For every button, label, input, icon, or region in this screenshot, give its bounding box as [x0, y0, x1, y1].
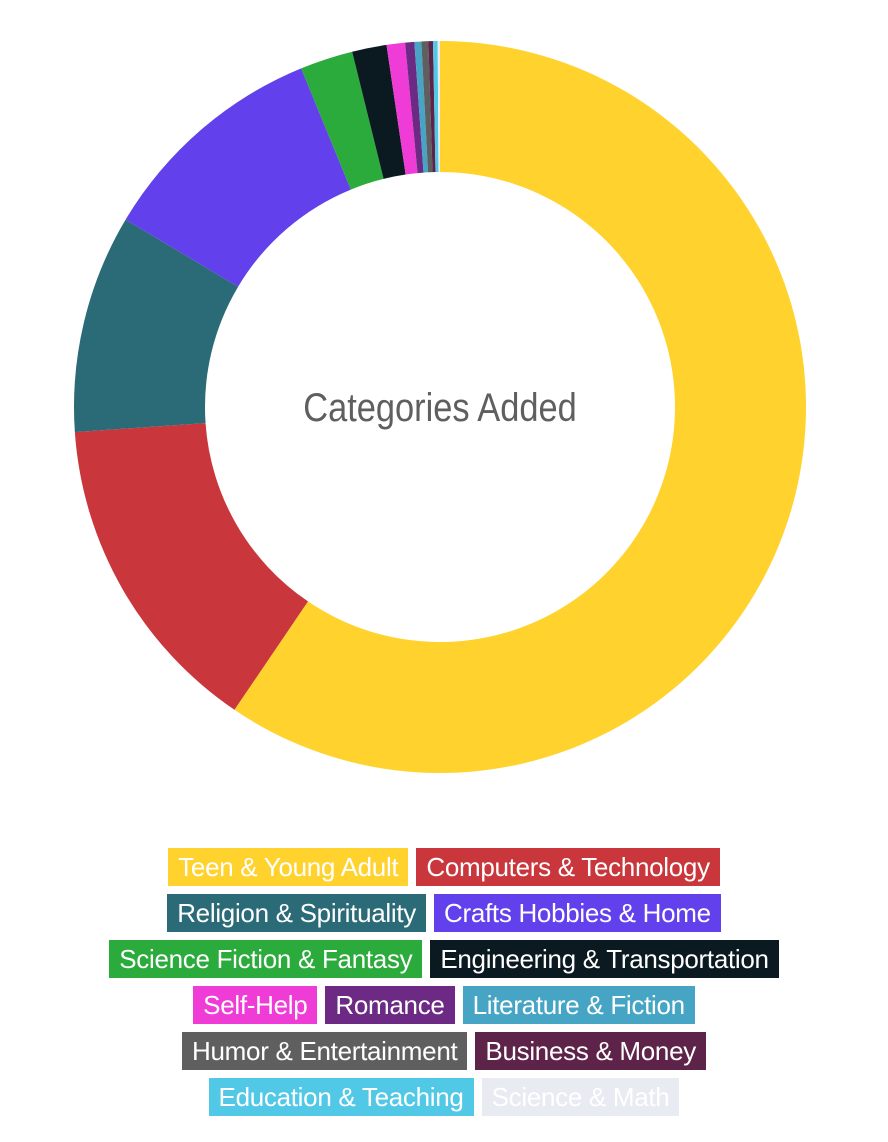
legend-row: Teen & Young Adult Computers & Technology	[0, 848, 888, 886]
donut-slice-10[interactable]	[428, 41, 436, 173]
legend-row: Religion & Spirituality Crafts Hobbies & …	[0, 894, 888, 932]
donut-slice-9[interactable]	[421, 41, 433, 173]
chart-title: Categories Added	[303, 386, 577, 430]
legend-item[interactable]: Crafts Hobbies & Home	[433, 894, 721, 932]
legend-row: Self-Help Romance Literature & Fiction	[0, 986, 888, 1024]
legend-item[interactable]: Teen & Young Adult	[168, 848, 409, 886]
legend-item[interactable]: Religion & Spirituality	[167, 894, 426, 932]
legend-item[interactable]: Education & Teaching	[208, 1078, 474, 1116]
legend-item[interactable]: Engineering & Transportation	[430, 940, 779, 978]
legend-item[interactable]: Self-Help	[193, 986, 318, 1024]
donut-slice-3[interactable]	[125, 68, 351, 287]
legend-row: Humor & Entertainment Business & Money	[0, 1032, 888, 1070]
legend-item[interactable]: Business & Money	[475, 1032, 706, 1070]
donut-slice-0[interactable]	[234, 41, 806, 773]
donut-slice-1[interactable]	[74, 423, 309, 710]
donut-slice-2[interactable]	[73, 219, 239, 433]
donut-slice-4[interactable]	[301, 51, 384, 190]
donut-slice-5[interactable]	[352, 44, 406, 179]
donut-chart: Categories Added	[73, 41, 806, 773]
legend-row: Education & Teaching Science & Math	[0, 1078, 888, 1116]
donut-svg	[73, 41, 806, 773]
donut-slice-12[interactable]	[437, 41, 440, 173]
legend: Teen & Young Adult Computers & Technology…	[0, 848, 888, 1124]
donut-slice-8[interactable]	[414, 41, 429, 173]
legend-item[interactable]: Computers & Technology	[416, 848, 720, 886]
donut-slice-11[interactable]	[432, 41, 439, 173]
legend-row: Science Fiction & Fantasy Engineering & T…	[0, 940, 888, 978]
legend-item[interactable]: Science & Math	[481, 1078, 680, 1116]
donut-slice-7[interactable]	[405, 41, 424, 174]
legend-item[interactable]: Humor & Entertainment	[182, 1032, 468, 1070]
donut-slice-6[interactable]	[386, 42, 418, 175]
legend-item[interactable]: Romance	[325, 986, 455, 1024]
legend-item[interactable]: Science Fiction & Fantasy	[109, 940, 423, 978]
legend-item[interactable]: Literature & Fiction	[462, 986, 695, 1024]
